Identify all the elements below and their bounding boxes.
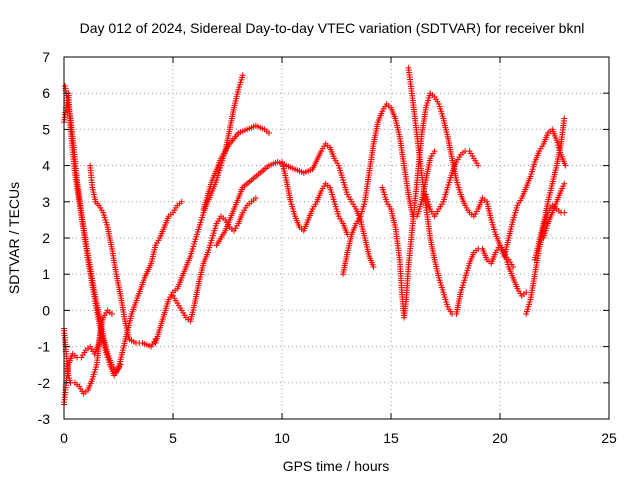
data-point (561, 180, 568, 187)
series-sat-n (422, 148, 482, 220)
series-sat-m (405, 64, 530, 318)
y-tick-label: 7 (42, 49, 50, 65)
series-sat-l (379, 90, 517, 321)
data-point (108, 311, 115, 318)
x-tick-label: 20 (492, 430, 508, 446)
x-tick-label: 15 (383, 430, 399, 446)
x-tick-label: 25 (601, 430, 617, 446)
series-sat-g (170, 195, 259, 325)
series-sat-e (87, 162, 159, 350)
data-point (239, 72, 246, 79)
series-sat-r (540, 180, 568, 241)
y-tick-label: 2 (42, 230, 50, 246)
x-tick-label: 5 (169, 430, 177, 446)
x-tick-label: 0 (60, 430, 68, 446)
y-axis-title: SDTVAR / TECUs (6, 182, 22, 294)
series-sat-i (213, 140, 377, 270)
y-tick-label: 1 (42, 266, 50, 282)
series-sat-c (62, 82, 124, 375)
x-axis-title: GPS time / hours (283, 458, 390, 474)
data-point (431, 148, 438, 155)
series-sat-k (340, 101, 438, 278)
y-tick-label: -2 (38, 375, 51, 391)
y-tick-label: 4 (42, 158, 50, 174)
series-sat-j (279, 158, 351, 238)
data-point (178, 198, 185, 205)
data-point (561, 115, 568, 122)
data-point (370, 263, 377, 270)
data-layer (61, 64, 569, 408)
data-point (98, 325, 105, 332)
x-tick-label: 10 (274, 430, 290, 446)
data-point (265, 130, 272, 137)
data-point (252, 195, 259, 202)
data-point (562, 162, 569, 169)
data-point (561, 209, 568, 216)
plot-frame (63, 56, 610, 420)
series-sat-a (61, 90, 185, 379)
axis-layer: 0 5 10 15 20 25 -3 -2 -1 0 1 2 3 4 5 6 7 (38, 49, 617, 446)
series-sat-h (200, 122, 272, 213)
series-sat-q (531, 115, 568, 263)
data-point (523, 289, 530, 296)
y-tick-label: 6 (42, 85, 50, 101)
chart-title: Day 012 of 2024, Sidereal Day-to-day VTE… (80, 20, 585, 36)
data-point (475, 162, 482, 169)
y-tick-label: -1 (38, 339, 51, 355)
y-tick-label: 3 (42, 194, 50, 210)
grid-layer (64, 57, 609, 419)
y-tick-label: 5 (42, 121, 50, 137)
series-sat-d (61, 325, 105, 408)
data-point (117, 361, 124, 368)
y-tick-label: 0 (42, 302, 50, 318)
y-tick-label: -3 (38, 411, 51, 427)
